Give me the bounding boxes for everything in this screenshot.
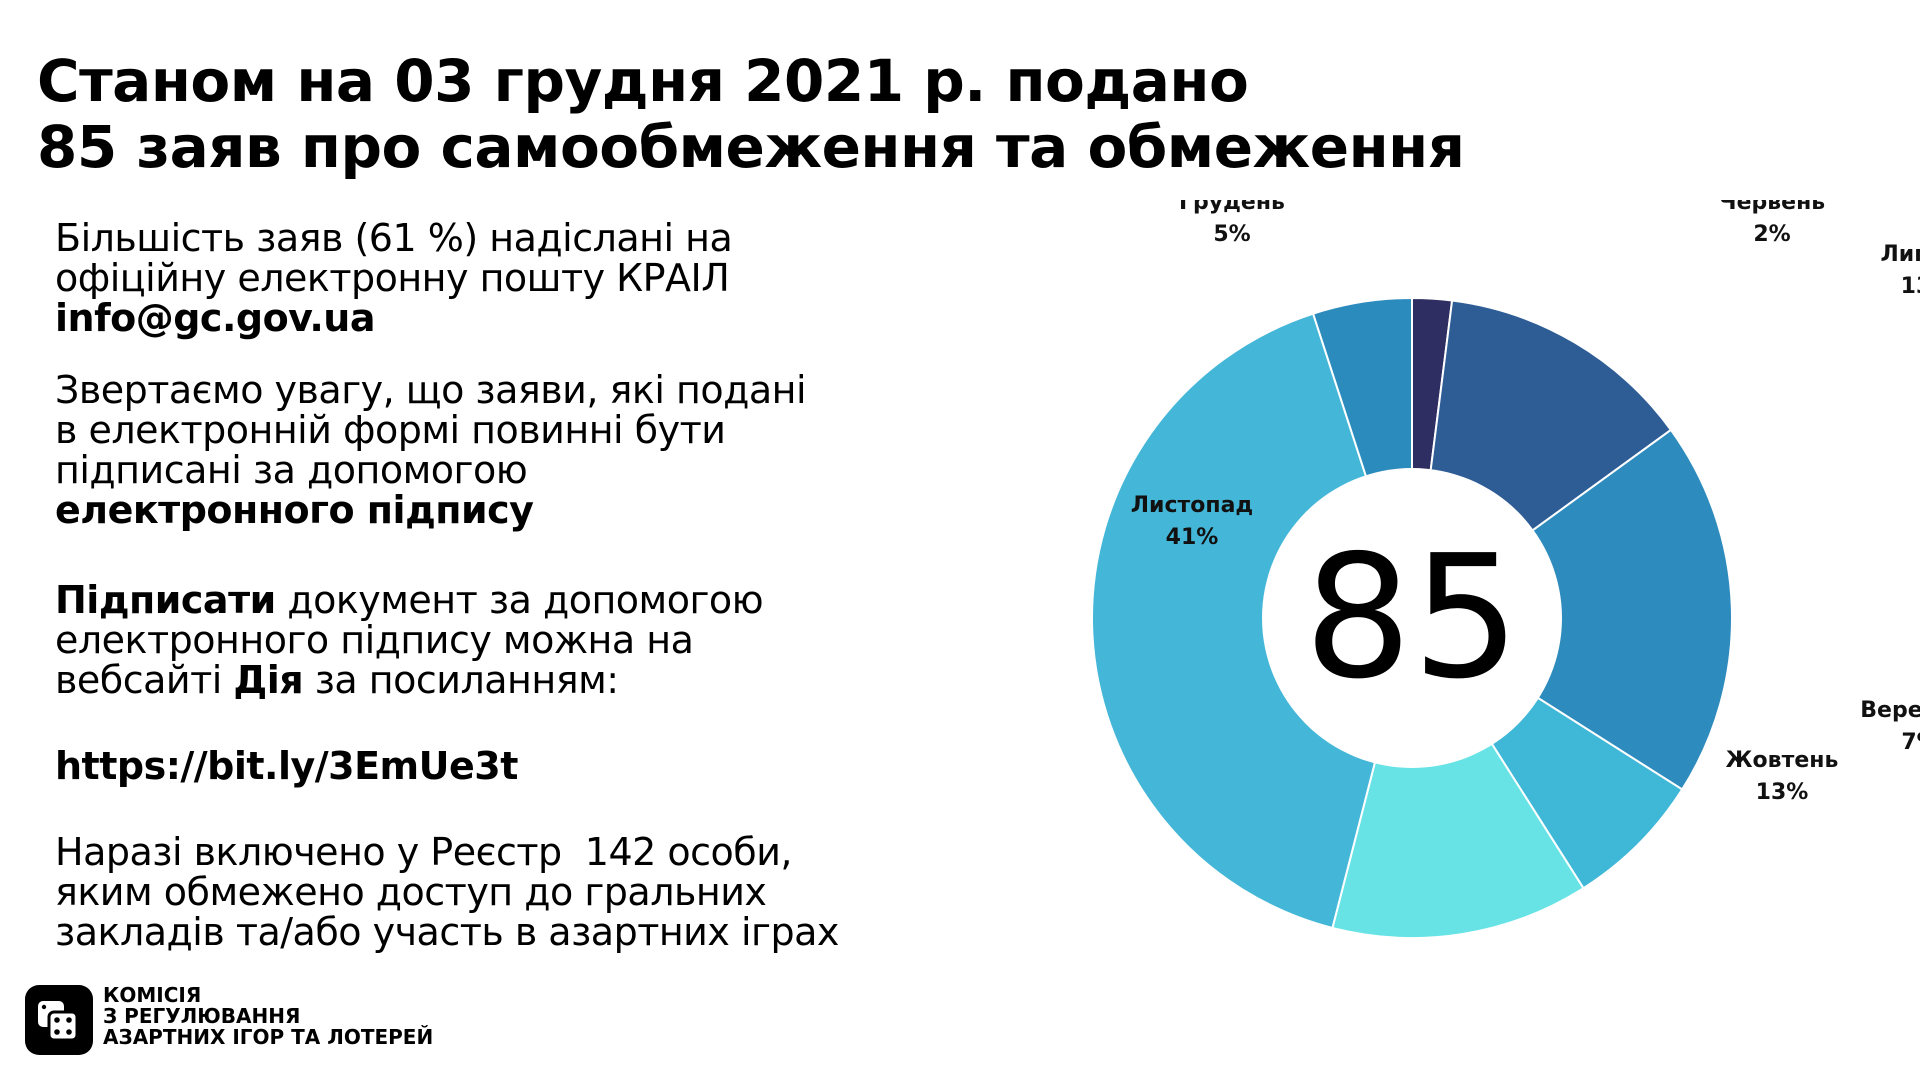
title-line-1: Станом на 03 грудня 2021 р. подано — [37, 47, 1249, 115]
text-line: в електронній формі повинні бути — [55, 408, 726, 452]
slice-label-name: Грудень — [1179, 200, 1285, 215]
diia-link[interactable]: https://bit.ly/3EmUe3t — [55, 744, 518, 788]
slice-label-name: Липень — [1881, 242, 1920, 267]
logo-wordmark: КОМІСІЯ З РЕГУЛЮВАННЯ АЗАРТНИХ ІГОР ТА Л… — [103, 985, 433, 1048]
slice-label-percent: 41% — [1166, 525, 1219, 550]
info-text: Більшість заяв (61 %) надіслані на офіці… — [55, 218, 985, 952]
donut-chart: 85 Червень2%Липень13%Серпень19%Вересень7… — [1091, 200, 1920, 939]
slice-6 — [1091, 312, 1414, 930]
signature-emphasis: електронного підпису — [55, 488, 534, 532]
center-total: 85 — [1304, 519, 1520, 717]
paragraph-email: Більшість заяв (61 %) надіслані на офіці… — [55, 218, 985, 338]
text-fragment: за посиланням: — [303, 658, 619, 702]
logo-line-1: КОМІСІЯ — [103, 983, 202, 1007]
title-line-2: 85 заяв про самообмеження та обмеження — [37, 113, 1465, 181]
slice-label-percent: 13% — [1901, 274, 1920, 299]
text-line: Звертаємо увагу, що заяви, які подані — [55, 368, 807, 412]
slice-label-percent: 13% — [1756, 780, 1809, 805]
text-line: яким обмежено доступ до гральних — [55, 870, 767, 914]
slice-label-name: Жовтень — [1726, 748, 1839, 773]
page-title: Станом на 03 грудня 2021 р. подано 85 за… — [37, 48, 1837, 180]
slice-label-name: Вересень — [1860, 698, 1920, 723]
logo-line-2: З РЕГУЛЮВАННЯ — [103, 1004, 301, 1028]
paragraph-register: Наразі включено у Реєстр 142 особи, яким… — [55, 832, 985, 952]
slice-label-name: Листопад — [1131, 493, 1253, 518]
text-line: офіційну електронну пошту КРАІЛ — [55, 256, 730, 300]
slice-label-percent: 2% — [1753, 222, 1790, 247]
text-fragment: документ за допомогою — [275, 578, 764, 622]
text-fragment: вебсайті — [55, 658, 234, 702]
donut-hole — [1262, 468, 1562, 768]
logo-line-3: АЗАРТНИХ ІГОР ТА ЛОТЕРЕЙ — [103, 1025, 434, 1049]
text-line: Більшість заяв (61 %) надіслані на — [55, 216, 733, 260]
text-line: електронного підпису можна на — [55, 618, 694, 662]
paragraph-signature: Звертаємо увагу, що заяви, які подані в … — [55, 370, 985, 530]
dice-icon — [25, 985, 93, 1055]
diia-emphasis: Дія — [233, 658, 304, 702]
slice-label-name: Червень — [1719, 200, 1825, 215]
text-line: закладів та/або участь в азартних іграх — [55, 910, 839, 954]
email-address: info@gc.gov.ua — [55, 296, 376, 340]
slice-label-percent: 5% — [1213, 222, 1250, 247]
paragraph-link: https://bit.ly/3EmUe3t — [55, 746, 985, 786]
text-line: Наразі включено у Реєстр 142 особи, — [55, 830, 792, 874]
chart-labels: Червень2%Липень13%Серпень19%Вересень7%Жо… — [1131, 200, 1920, 805]
chart-slices — [1091, 296, 1733, 939]
text-line: підписані за допомогою — [55, 448, 528, 492]
sign-emphasis: Підписати — [55, 578, 276, 622]
paragraph-diia: Підписати документ за допомогою електрон… — [55, 580, 985, 700]
slice-3 — [1410, 428, 1733, 791]
slice-label-percent: 7% — [1901, 730, 1920, 755]
